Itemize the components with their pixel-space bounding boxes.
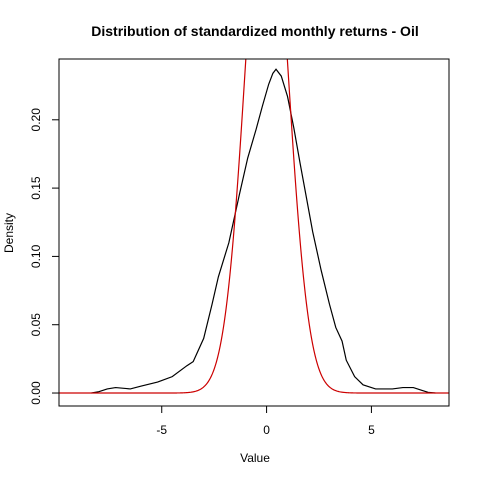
chart-title: Distribution of standardized monthly ret… bbox=[91, 23, 418, 39]
plot-frame bbox=[58, 58, 450, 407]
y-tick-label: 0.10 bbox=[29, 244, 43, 268]
density-line-series-0 bbox=[91, 68, 436, 394]
y-tick-label: 0.00 bbox=[29, 381, 43, 405]
x-axis-label: Value bbox=[240, 451, 270, 465]
x-tick-label: -5 bbox=[156, 423, 167, 437]
x-tick-label: 5 bbox=[368, 423, 375, 437]
y-axis: 0.00 0.05 0.10 0.15 0.20 bbox=[29, 108, 59, 405]
x-tick-label: 0 bbox=[263, 423, 270, 437]
x-axis: -5 0 5 bbox=[156, 406, 375, 437]
y-tick-label: 0.05 bbox=[29, 313, 43, 337]
y-axis-label: Density bbox=[2, 213, 16, 253]
y-tick-label: 0.20 bbox=[29, 108, 43, 132]
y-tick-label: 0.15 bbox=[29, 176, 43, 200]
plot-area bbox=[59, 59, 449, 394]
density-line-series-1 bbox=[59, 59, 449, 394]
